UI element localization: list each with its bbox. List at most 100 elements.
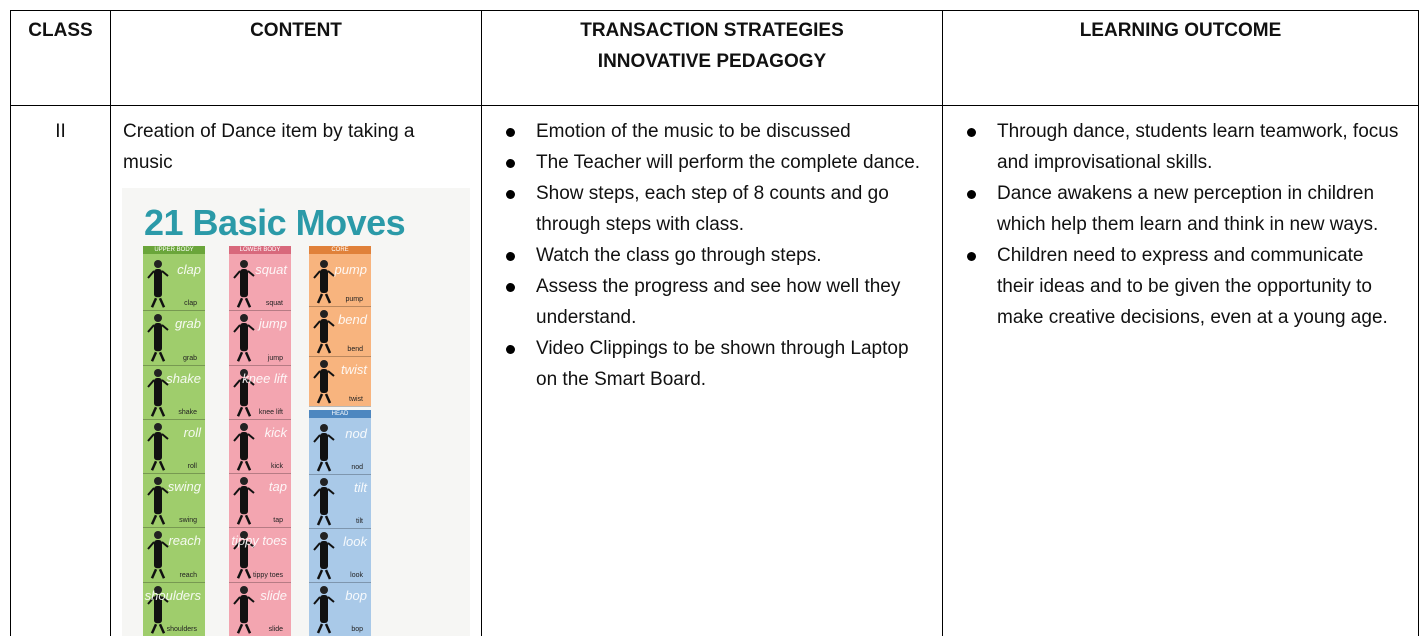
header-cell: LEARNING OUTCOME: [942, 10, 1419, 106]
poster-move: jump jump: [229, 310, 291, 366]
poster-move-word: nod: [345, 426, 367, 441]
poster-move-word: roll: [183, 424, 201, 440]
item-text: Assess the progress and see how well the…: [536, 276, 901, 328]
poster-move: slide slide: [229, 582, 291, 636]
poster-move-word: bop: [345, 588, 367, 603]
poster-move-word: shake: [166, 370, 201, 386]
class-cell: II: [10, 105, 111, 636]
dancer-figure: [233, 477, 255, 525]
dancer-figure: [233, 368, 255, 417]
bullet: [506, 252, 515, 261]
dancer-figure: [147, 585, 169, 634]
dancer-figure: [147, 531, 169, 580]
strategy-list: Emotion of the music to be discussed The …: [492, 116, 928, 395]
dancer-figure: [313, 424, 335, 472]
poster-move: twist twist: [309, 356, 371, 407]
poster-move: look look: [309, 528, 371, 583]
poster-move-word: bend: [338, 312, 367, 327]
list-item: Children need to express and communicate…: [953, 240, 1404, 333]
poster-move: swing swing: [143, 473, 205, 529]
poster-move-word: look: [343, 534, 367, 549]
item-text: Through dance, students learn teamwork, …: [997, 121, 1399, 173]
dancer-figure: [233, 422, 255, 471]
list-item: Watch the class go through steps.: [492, 240, 928, 271]
poster-move-label: tilt: [356, 518, 363, 525]
bullet: [506, 159, 515, 168]
poster-move-word: swing: [167, 479, 201, 495]
poster-move: knee lift knee lift: [229, 365, 291, 420]
poster-column: CORE pump pump bend bend twist twist: [309, 246, 371, 407]
dancer-figure: [233, 585, 255, 634]
poster-move: grab grab: [143, 310, 205, 366]
poster-move-label: slide: [268, 625, 283, 633]
dancer-figure: [147, 314, 169, 363]
dancer-figure: [313, 260, 335, 304]
poster-move-label: knee lift: [258, 408, 283, 416]
class-text: II: [55, 121, 66, 142]
header-text: TRANSACTION STRATEGIES: [580, 20, 844, 41]
bullet: [506, 128, 515, 137]
poster-move-word: tilt: [354, 480, 367, 495]
poster-column-heading: HEAD: [309, 410, 371, 418]
bullet: [506, 345, 515, 354]
poster-column-heading: UPPER BODY: [143, 246, 205, 254]
poster-move: squat squat: [229, 256, 291, 312]
poster-move-label: roll: [187, 463, 197, 471]
dancer-figure: [147, 477, 169, 525]
poster-move: tilt tilt: [309, 474, 371, 529]
poster-move-label: tippy toes: [253, 571, 283, 579]
poster-move-word: pump: [334, 262, 367, 277]
header-text: LEARNING OUTCOME: [1079, 20, 1282, 41]
dancer-figure: [313, 310, 335, 354]
poster-move-label: reach: [179, 571, 197, 579]
poster-move-word: squat: [255, 262, 287, 277]
item-text: Children need to express and communicate…: [997, 245, 1388, 328]
poster-move-word: tippy toes: [231, 533, 287, 549]
dancer-figure: [233, 531, 255, 580]
item-text: Video Clippings to be shown through Lapt…: [536, 338, 909, 390]
poster-move: roll roll: [143, 419, 205, 475]
strategies-cell: Emotion of the music to be discussed The …: [481, 105, 943, 636]
list-item: Assess the progress and see how well the…: [492, 271, 928, 333]
outcomes-cell: Through dance, students learn teamwork, …: [942, 105, 1419, 636]
poster-move-word: twist: [341, 362, 367, 377]
header-text: INNOVATIVE PEDAGOGY: [597, 51, 827, 72]
poster-image: 21 Basic Moves UPPER BODY clap clap grab gra…: [122, 188, 470, 636]
poster-move-label: clap: [184, 300, 197, 308]
poster-move-label: jump: [267, 354, 283, 362]
header-cell: CONTENT: [110, 10, 482, 106]
poster-move-label: grab: [182, 354, 197, 362]
poster-move-word: shoulders: [144, 587, 201, 603]
header-cell: TRANSACTION STRATEGIES INNOVATIVE PEDAGOG…: [481, 10, 943, 106]
bullet: [506, 283, 515, 292]
poster-move: nod nod: [309, 420, 371, 475]
poster-move-word: clap: [177, 262, 201, 277]
poster-column-heading: LOWER BODY: [229, 246, 291, 254]
list-item: The Teacher will perform the complete da…: [492, 147, 928, 178]
bullet: [967, 190, 976, 199]
list-item: Through dance, students learn teamwork, …: [953, 116, 1404, 178]
poster-move: reach reach: [143, 527, 205, 583]
dancer-figure: [147, 368, 169, 417]
list-item: Video Clippings to be shown through Lapt…: [492, 333, 928, 395]
header-cell: CLASS: [10, 10, 111, 106]
bullet: [967, 128, 976, 137]
poster-move-word: tap: [268, 479, 287, 495]
poster-move: clap clap: [143, 256, 205, 312]
dancer-figure: [313, 478, 335, 526]
dancer-figure: [147, 260, 169, 308]
poster-move-label: pump: [345, 296, 363, 303]
poster-move-label: tap: [273, 517, 283, 525]
dancer-figure: [147, 422, 169, 471]
item-text: Emotion of the music to be discussed: [536, 121, 851, 142]
poster-move: bend bend: [309, 306, 371, 357]
bullet: [967, 252, 976, 261]
poster-move-word: knee lift: [242, 370, 287, 386]
poster-move: shoulders shoulders: [143, 582, 205, 636]
dancer-figure: [313, 532, 335, 580]
poster-move-label: shoulders: [166, 625, 197, 633]
poster-move: tap tap: [229, 473, 291, 529]
header-text: CONTENT: [250, 20, 342, 41]
item-text: The Teacher will perform the complete da…: [536, 152, 921, 173]
